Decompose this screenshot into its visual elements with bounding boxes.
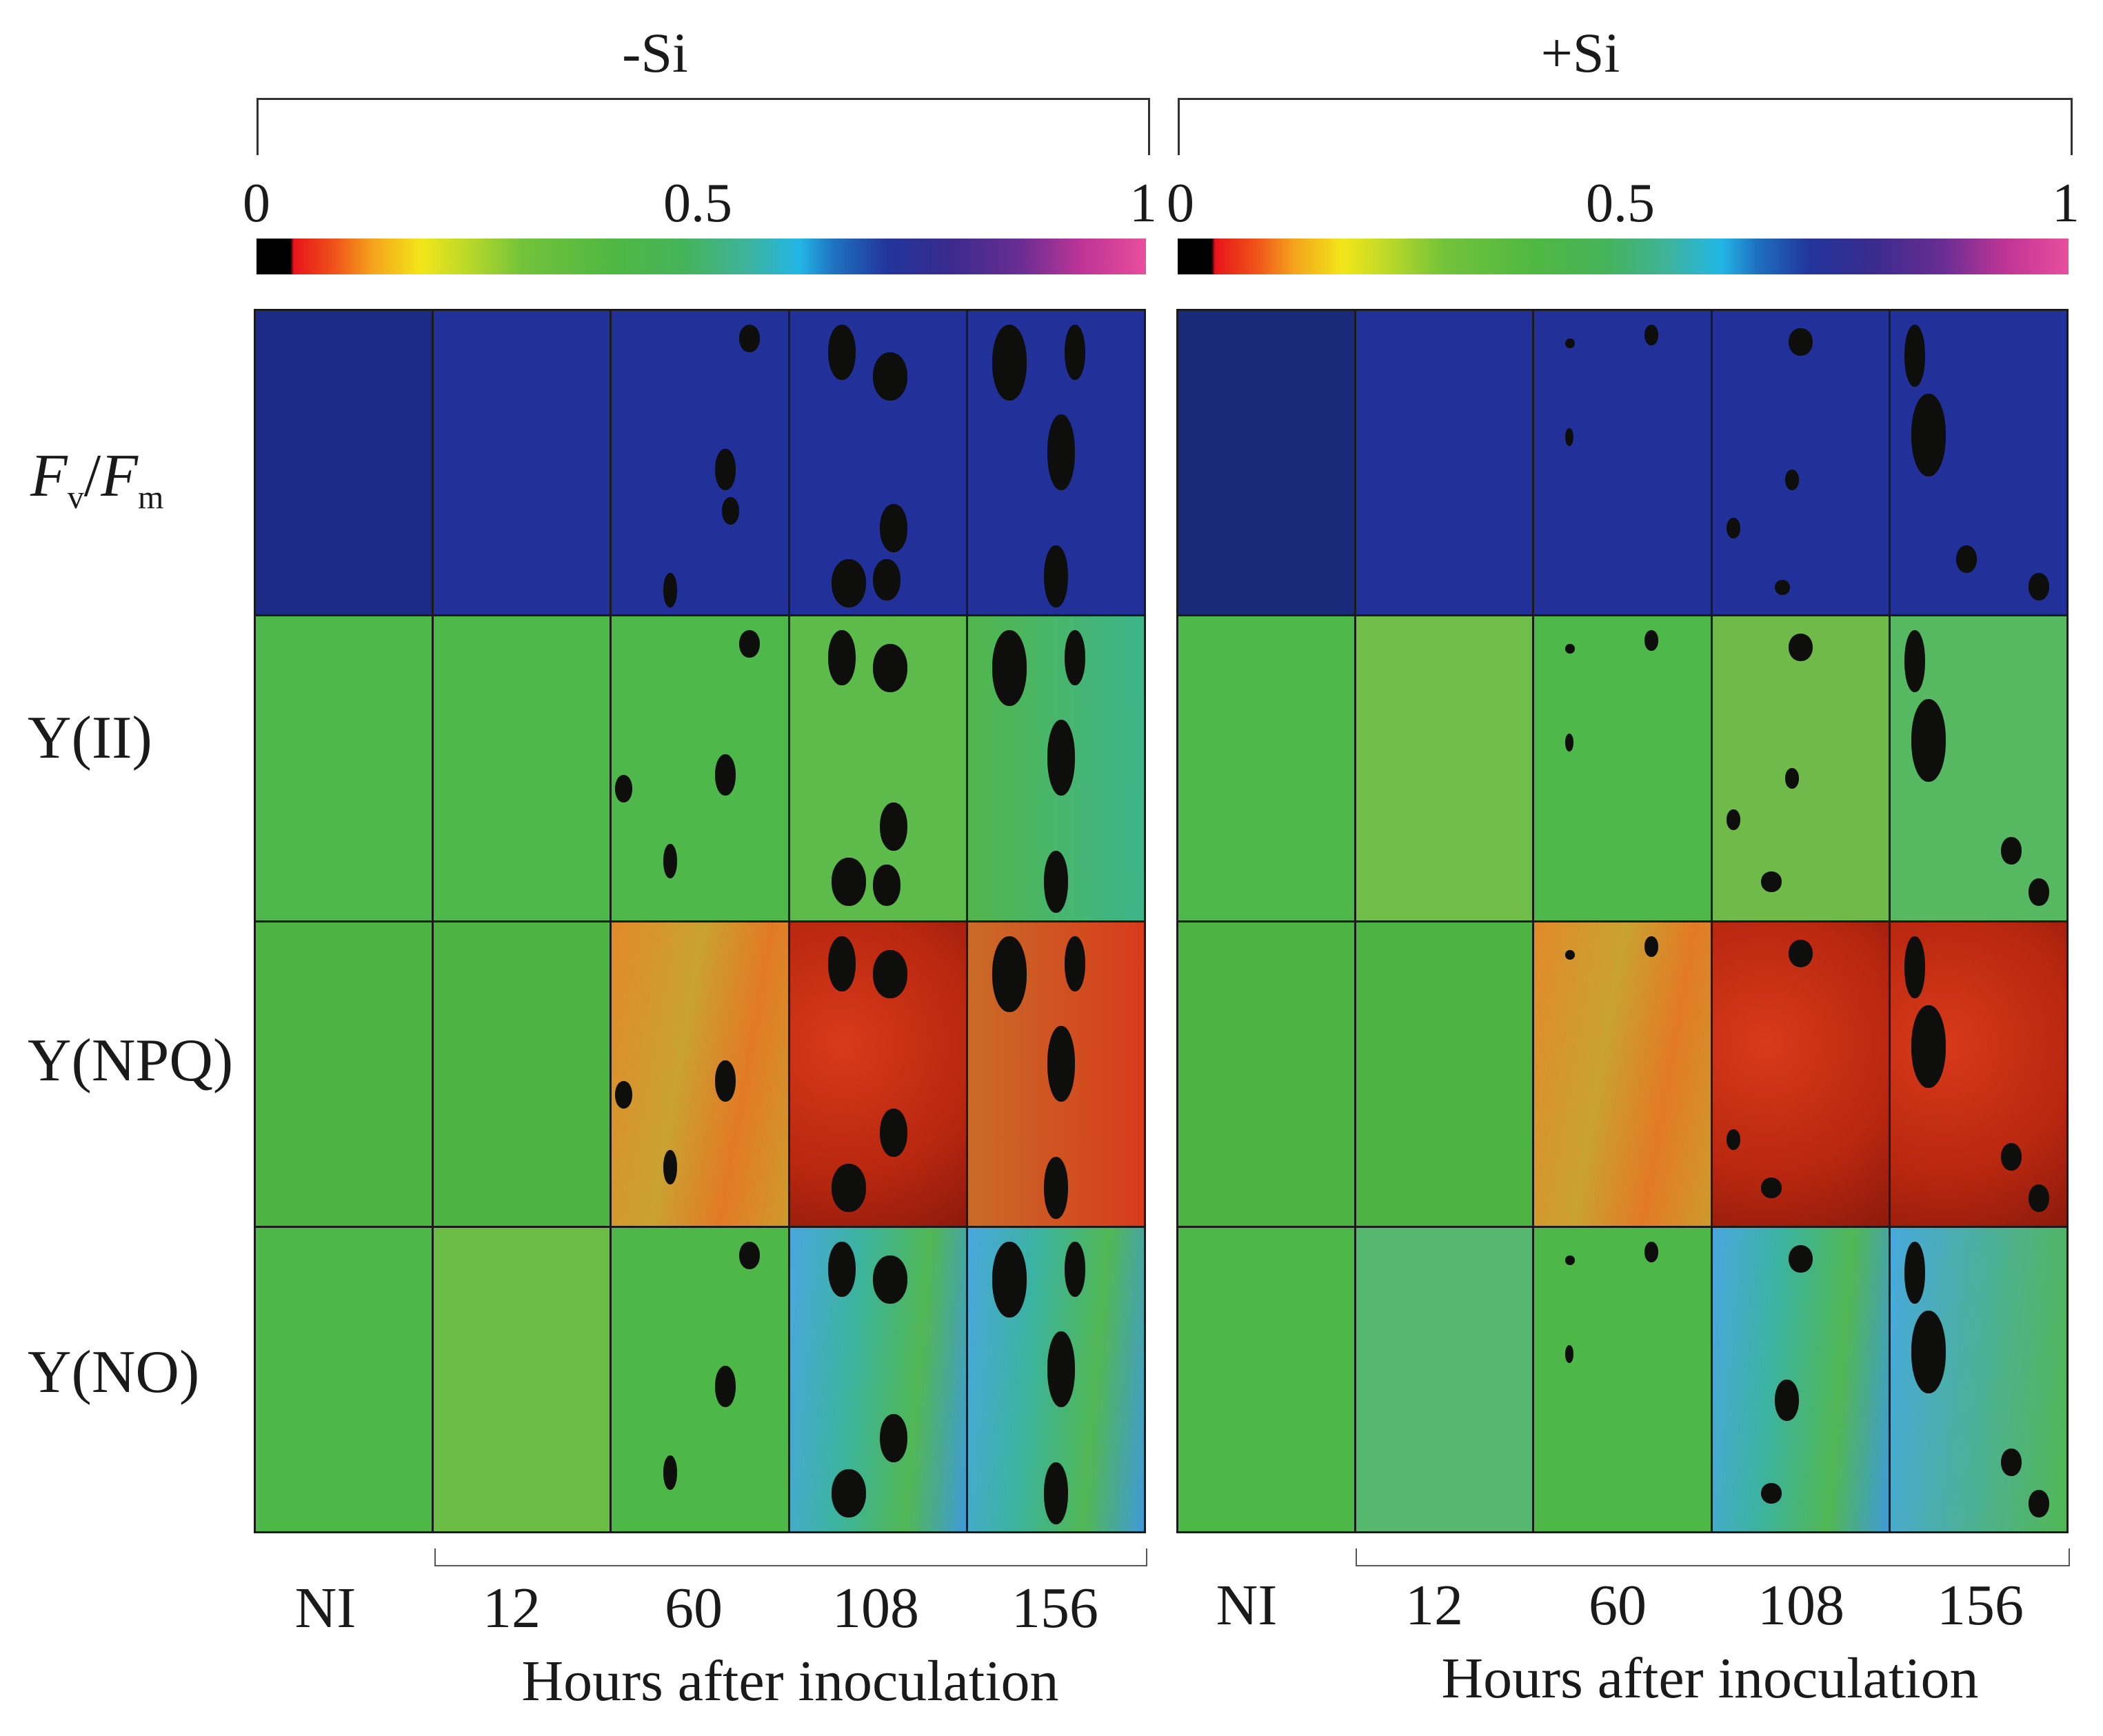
tile-yii-108 bbox=[789, 616, 966, 920]
tile-fvfm-60 bbox=[612, 311, 788, 615]
tile-yii-60-si bbox=[1534, 616, 1711, 920]
tile-yno-ni-si bbox=[1178, 1227, 1355, 1531]
tile-ynpq-108-si bbox=[1712, 922, 1889, 1226]
tile-fvfm-156-si bbox=[1890, 311, 2066, 615]
tile-fvfm-ni-si bbox=[1178, 311, 1355, 615]
row-label-y-ii: Y(II) bbox=[28, 705, 152, 771]
scale-min-label-plus-si: 0 bbox=[1167, 173, 1194, 234]
tile-ynpq-60 bbox=[612, 922, 788, 1226]
col-label-108-si: 108 bbox=[1758, 1573, 1844, 1637]
tile-ynpq-12-si bbox=[1356, 922, 1533, 1226]
tile-fvfm-156 bbox=[967, 311, 1144, 615]
hours-bracket-plus-si bbox=[1356, 1548, 2070, 1566]
group-title-minus-si: -Si bbox=[622, 21, 688, 84]
tile-yii-12 bbox=[434, 616, 610, 920]
tile-yno-156 bbox=[967, 1227, 1144, 1531]
tile-yii-ni-si bbox=[1178, 616, 1355, 920]
group-bracket-plus-si bbox=[1178, 98, 2073, 155]
group-title-plus-si: +Si bbox=[1540, 21, 1620, 84]
axis-title-plus-si: Hours after inoculation bbox=[1441, 1646, 1979, 1710]
col-label-156-si: 156 bbox=[1937, 1573, 2024, 1637]
tile-ynpq-ni-si bbox=[1178, 922, 1355, 1226]
scale-mid-label-plus-si: 0.5 bbox=[1586, 173, 1655, 234]
tile-ynpq-ni bbox=[256, 922, 432, 1226]
col-label-12-si: 12 bbox=[1405, 1573, 1463, 1637]
col-label-60-si: 60 bbox=[1589, 1573, 1647, 1637]
tile-fvfm-60-si bbox=[1534, 311, 1711, 615]
image-panel-minus-si bbox=[254, 309, 1146, 1533]
tile-fvfm-ni bbox=[256, 311, 432, 615]
tile-yno-108 bbox=[789, 1227, 966, 1531]
tile-fvfm-12-si bbox=[1356, 311, 1533, 615]
tile-yno-ni bbox=[256, 1227, 432, 1531]
hours-bracket-minus-si bbox=[434, 1548, 1147, 1566]
tile-yno-156-si bbox=[1890, 1227, 2066, 1531]
tile-yno-12 bbox=[434, 1227, 610, 1531]
tile-yno-60 bbox=[612, 1227, 788, 1531]
tile-yno-108-si bbox=[1712, 1227, 1889, 1531]
row-label-y-npq: Y(NPQ) bbox=[28, 1027, 234, 1094]
tile-yii-156-si bbox=[1890, 616, 2066, 920]
scale-max-label-minus-si: 1 bbox=[1129, 173, 1157, 234]
scale-max-label-plus-si: 1 bbox=[2052, 173, 2080, 234]
col-label-12: 12 bbox=[483, 1576, 541, 1640]
col-label-60: 60 bbox=[665, 1576, 723, 1640]
axis-title-minus-si: Hours after inoculation bbox=[521, 1649, 1059, 1713]
tile-yii-60 bbox=[612, 616, 788, 920]
tile-ynpq-108 bbox=[789, 922, 966, 1226]
tile-ynpq-12 bbox=[434, 922, 610, 1226]
col-label-156: 156 bbox=[1012, 1576, 1098, 1640]
tile-fvfm-108-si bbox=[1712, 311, 1889, 615]
tile-yno-60-si bbox=[1534, 1227, 1711, 1531]
tile-yii-108-si bbox=[1712, 616, 1889, 920]
colorbar-minus-si bbox=[256, 239, 1146, 274]
tile-yii-12-si bbox=[1356, 616, 1533, 920]
image-panel-plus-si bbox=[1176, 309, 2069, 1533]
scale-mid-label-minus-si: 0.5 bbox=[663, 173, 732, 234]
tile-ynpq-156 bbox=[967, 922, 1144, 1226]
row-label-y-no: Y(NO) bbox=[28, 1339, 200, 1406]
row-label-fv-fm: Fv/Fm bbox=[30, 443, 164, 516]
col-label-ni: NI bbox=[294, 1576, 356, 1640]
tile-fvfm-12 bbox=[434, 311, 610, 615]
tile-ynpq-156-si bbox=[1890, 922, 2066, 1226]
scale-min-label-minus-si: 0 bbox=[243, 173, 270, 234]
tile-yno-12-si bbox=[1356, 1227, 1533, 1531]
col-label-ni-si: NI bbox=[1216, 1573, 1278, 1637]
tile-yii-156 bbox=[967, 616, 1144, 920]
tile-fvfm-108 bbox=[789, 311, 966, 615]
group-bracket-minus-si bbox=[256, 98, 1150, 155]
col-label-108: 108 bbox=[832, 1576, 919, 1640]
colorbar-plus-si bbox=[1178, 239, 2069, 274]
tile-ynpq-60-si bbox=[1534, 922, 1711, 1226]
tile-yii-ni bbox=[256, 616, 432, 920]
